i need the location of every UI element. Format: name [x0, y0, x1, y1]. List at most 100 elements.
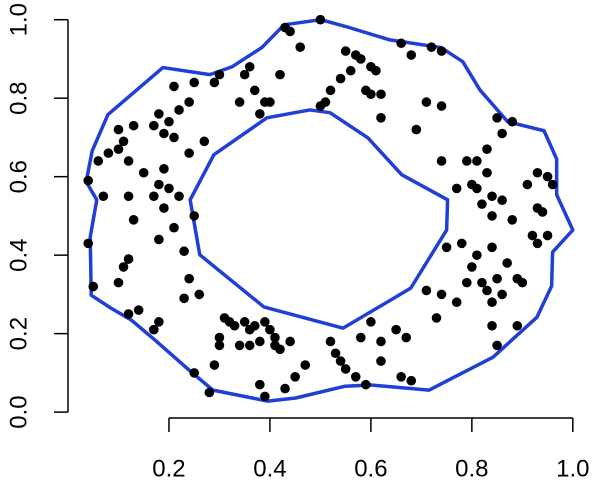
point — [547, 179, 558, 190]
point — [249, 85, 260, 96]
point — [487, 242, 497, 253]
point — [497, 128, 507, 139]
point — [154, 109, 164, 119]
point — [244, 340, 255, 351]
point — [451, 183, 462, 194]
point — [340, 364, 351, 374]
point — [527, 230, 538, 241]
point — [234, 340, 245, 351]
point — [234, 97, 245, 107]
point — [255, 109, 265, 119]
point — [98, 191, 109, 202]
point — [532, 238, 543, 249]
point — [113, 144, 124, 154]
point — [179, 246, 189, 257]
point — [83, 238, 93, 249]
point — [184, 273, 194, 284]
point — [472, 250, 482, 260]
point — [477, 277, 487, 288]
point — [123, 191, 134, 202]
point — [396, 371, 406, 382]
point — [411, 124, 422, 135]
point — [285, 336, 295, 347]
point — [406, 375, 417, 386]
point — [401, 332, 412, 343]
point — [159, 128, 169, 139]
point — [275, 69, 285, 80]
point — [149, 324, 159, 335]
point — [325, 85, 336, 96]
point — [154, 179, 164, 190]
point — [244, 61, 255, 72]
point — [451, 297, 462, 308]
point — [138, 167, 149, 178]
point — [355, 332, 366, 343]
point — [290, 371, 300, 382]
point — [330, 348, 341, 359]
point — [123, 309, 134, 319]
point — [159, 164, 169, 174]
point — [285, 26, 295, 37]
point — [154, 317, 164, 327]
point — [467, 262, 477, 272]
point — [340, 46, 351, 56]
point — [421, 97, 432, 107]
point — [199, 136, 210, 147]
point — [522, 179, 533, 190]
point — [260, 317, 270, 327]
point — [507, 215, 518, 225]
point — [103, 148, 114, 158]
point — [128, 120, 139, 131]
point — [456, 238, 467, 249]
point — [376, 336, 386, 347]
point — [239, 317, 250, 327]
point — [361, 379, 371, 390]
point — [300, 360, 311, 370]
point — [512, 320, 523, 331]
y-tick-label: 1.0 — [5, 3, 32, 36]
point — [189, 368, 200, 378]
point — [467, 179, 477, 190]
point — [426, 42, 437, 52]
point — [128, 215, 139, 225]
point — [376, 89, 386, 100]
point — [194, 289, 205, 300]
x-tick-label: 0.2 — [152, 455, 185, 482]
point — [164, 116, 174, 127]
point — [477, 199, 487, 209]
point — [174, 191, 184, 202]
point — [492, 340, 502, 351]
point — [487, 297, 497, 308]
point — [149, 120, 159, 131]
point — [239, 69, 250, 80]
point — [436, 156, 447, 166]
point — [118, 262, 129, 272]
point — [280, 383, 290, 394]
point — [169, 222, 179, 233]
x-tick-label: 0.8 — [455, 455, 488, 482]
point — [492, 273, 502, 284]
point — [396, 38, 406, 49]
point — [214, 69, 225, 80]
point — [497, 289, 507, 300]
point — [482, 144, 492, 154]
x-tick-label: 0.4 — [253, 455, 286, 482]
point — [149, 191, 159, 202]
point — [260, 391, 270, 402]
point — [295, 42, 306, 52]
point — [487, 211, 497, 221]
point — [154, 234, 164, 245]
point — [209, 360, 220, 370]
point — [255, 379, 265, 390]
point — [83, 175, 93, 186]
point — [159, 203, 169, 213]
point — [472, 156, 482, 166]
point — [421, 285, 432, 296]
x-tick-label: 1.0 — [556, 455, 589, 482]
point — [249, 320, 260, 331]
point — [275, 344, 285, 355]
point — [315, 101, 326, 111]
point — [350, 371, 361, 382]
point — [436, 101, 447, 111]
point — [461, 277, 472, 288]
